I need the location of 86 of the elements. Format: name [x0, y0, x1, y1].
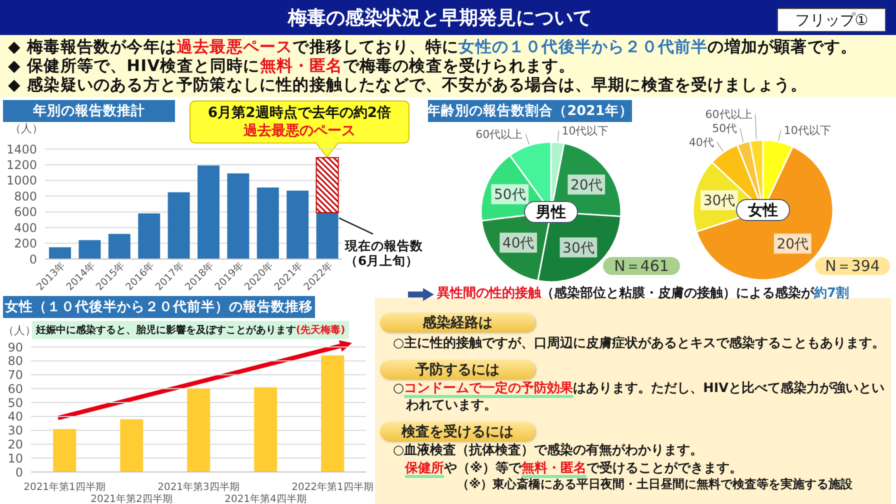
x-tick-label: 2021年第4四半期	[224, 493, 306, 504]
text: 無料・匿名	[260, 56, 343, 75]
y-tick-label: 200	[14, 236, 37, 251]
heading-pill: 予防するには	[380, 360, 535, 379]
slice-label: 50代	[712, 122, 738, 136]
y-tick-label: 0	[15, 465, 23, 480]
bar	[138, 213, 160, 259]
center-pill: 男性	[524, 201, 578, 223]
bar	[108, 234, 130, 259]
slice-label: 60代以上	[476, 128, 523, 142]
heading-pill: 感染経路は	[380, 313, 535, 332]
y-tick-label: 400	[14, 220, 37, 235]
text: 異性間の性的接触	[437, 286, 541, 301]
text: 梅毒の感染状況と早期発見について	[288, 6, 592, 30]
text: ◆ 保健所等で、HIV検査と同時に	[8, 56, 260, 75]
heading-pill: 検査を受けるには	[380, 422, 535, 441]
bar	[227, 173, 250, 259]
text: 女性の１０代後半から２０代前半	[458, 37, 708, 56]
text: 無料・匿名	[521, 461, 586, 476]
y-tick-label: 30	[8, 424, 23, 438]
bar	[256, 188, 279, 259]
text: 6月第2週時点で去年の約2倍	[208, 105, 392, 121]
text: はあります。ただし、HIVと比べて感染力が強いとい	[573, 381, 885, 396]
text: の増加が顕著です。	[708, 37, 858, 56]
y-tick-label: 1000	[6, 174, 37, 188]
text: 過去最悪ペース	[176, 37, 293, 56]
count-pill: N＝461	[603, 257, 680, 275]
bar	[316, 157, 339, 214]
slice-label: 10代以下	[562, 124, 609, 138]
y-tick-label: 800	[14, 189, 37, 204]
bar	[316, 212, 338, 259]
text: ◆ 梅毒報告数が今年は	[8, 37, 176, 56]
bar	[78, 240, 101, 259]
bar	[254, 387, 278, 472]
y-tick-label: 600	[14, 205, 37, 220]
text: ○血液検査（抗体検査）で感染の有無がわかります。	[393, 443, 704, 458]
tag-box: フリップ①	[777, 8, 886, 32]
note-box: 妊娠中に感染すると、胎児に影響を及ぼすことがあります(先天梅毒)	[32, 321, 350, 339]
y-tick-label: 20	[8, 437, 23, 452]
x-tick-label: 2021年第2四半期	[90, 493, 172, 504]
y-tick-label: 1400	[6, 142, 37, 156]
x-tick-label: 2021年第1四半期	[24, 481, 106, 493]
heading-box: 年齢別の報告数割合（2021年）	[428, 100, 632, 122]
text: 約7割	[814, 286, 850, 301]
text: ◆ 感染疑いのある方と予防策なしに性的接触したなどで、不安がある場合は、早期に検査を受けましょう。	[8, 75, 808, 94]
y-tick-label: 40	[8, 410, 23, 424]
count-pill: N＝394	[815, 257, 890, 275]
y-tick-label: 70	[8, 368, 23, 382]
slice-label: 40代	[688, 136, 714, 150]
text: で梅毒の検査を受けられます。	[342, 56, 576, 75]
text: で推移しており、特に	[292, 37, 459, 56]
slice-label: 10代以下	[784, 124, 831, 137]
y-axis-title: （人）	[10, 121, 43, 136]
bar	[53, 428, 76, 472]
bar	[286, 190, 309, 259]
text: ○	[393, 381, 404, 396]
text: ○主に性的接触ですが、口周辺に皮膚症状があるとキスで感染することもあります。	[393, 336, 886, 351]
bar	[168, 192, 190, 259]
y-tick-label: 50	[8, 396, 23, 410]
text: 保健所	[405, 461, 444, 476]
text: 過去最悪のペース	[244, 123, 356, 139]
bar	[120, 419, 144, 472]
x-tick-label: 2022年第1四半期	[292, 481, 374, 493]
bar	[198, 166, 220, 259]
y-tick-label: 0	[29, 252, 37, 266]
chart-title: 年別の報告数推計	[33, 102, 145, 120]
text: （感染部位と粘膜・皮膚の接触）による感染が	[541, 286, 814, 301]
y-tick-label: 10	[8, 451, 23, 466]
x-tick-label: 2021年第3四半期	[158, 481, 240, 493]
y-tick-label: 80	[8, 354, 23, 368]
text: や（※）等で	[444, 461, 522, 476]
bar	[321, 355, 344, 472]
y-tick-label: 1200	[6, 158, 37, 172]
heading-box: 女性（１０代後半から２０代前半）の報告数推移	[3, 296, 315, 318]
slice-label: 60代以上	[705, 108, 752, 122]
text: で受けることができます。	[586, 461, 742, 476]
text: 現在の報告数（6月上旬）	[345, 238, 424, 268]
bar	[187, 388, 210, 472]
bar	[49, 247, 72, 259]
y-tick-label: 90	[8, 340, 23, 354]
heading-box: 年別の報告数推計	[3, 100, 175, 122]
text: （※）東心斎橋にある平日夜間・土日昼間に無料で検査等を実施する施設	[457, 477, 853, 491]
text: コンドームで一定の予防効果	[404, 381, 574, 396]
center-pill: 女性	[736, 199, 790, 221]
text: われています。	[406, 398, 497, 413]
y-tick-label: 60	[8, 382, 23, 396]
